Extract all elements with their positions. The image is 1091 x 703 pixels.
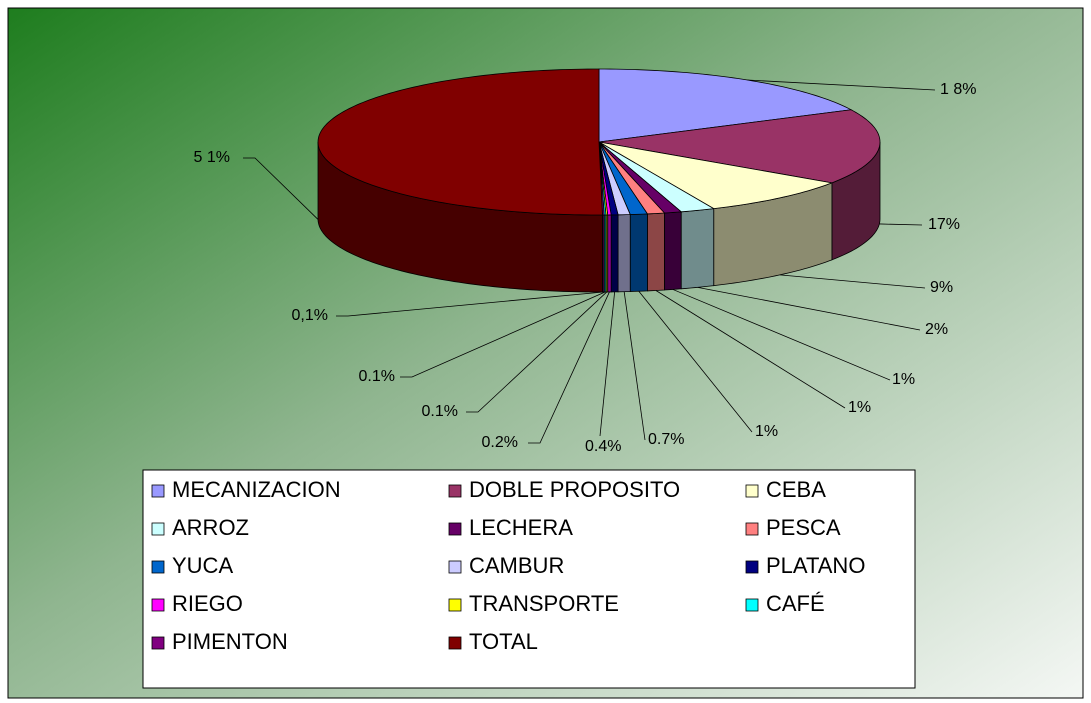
legend-label: LECHERA [469, 515, 573, 540]
legend-swatch [448, 598, 462, 612]
value-label: 0.4% [585, 438, 621, 455]
leader-line [655, 290, 846, 409]
value-label: 0,1% [292, 307, 328, 324]
value-label: 2% [925, 321, 948, 338]
slice-side [629, 213, 648, 292]
leader-line [879, 223, 923, 226]
value-label: 0.1% [422, 403, 458, 420]
value-label: 0.7% [648, 431, 684, 448]
value-label: 0.1% [359, 368, 395, 385]
value-label: 0.2% [482, 434, 518, 451]
leader-line [528, 291, 610, 444]
legend-label: PLATANO [766, 553, 865, 578]
legend-swatch [448, 560, 462, 574]
legend-swatch [745, 598, 759, 612]
slice [317, 68, 603, 216]
legend-swatch [151, 598, 165, 612]
legend-swatch [151, 636, 165, 650]
legend-swatch [745, 484, 759, 498]
slice-side [607, 214, 612, 293]
slice-side [617, 214, 631, 293]
leader-line [697, 286, 921, 331]
legend-label: PESCA [766, 515, 841, 540]
legend-swatch [448, 636, 462, 650]
legend-swatch [745, 560, 759, 574]
leader-line [779, 274, 926, 289]
leader-line [638, 291, 753, 433]
legend-label: ARROZ [172, 515, 249, 540]
legend-swatch [448, 522, 462, 536]
leader-line [672, 289, 891, 381]
legend-label: TOTAL [469, 629, 538, 654]
leader-line [336, 291, 604, 317]
slice-side [610, 214, 619, 293]
legend-label: CAFÉ [766, 591, 825, 616]
legend-swatch [448, 484, 462, 498]
value-label: 9% [930, 279, 953, 296]
legend-label: PIMENTON [172, 629, 288, 654]
value-label: 1% [848, 399, 871, 416]
legend-label: MECANIZACION [172, 477, 341, 502]
legend-label: TRANSPORTE [469, 591, 619, 616]
legend-label: CAMBUR [469, 553, 564, 578]
leader-line [623, 291, 646, 441]
value-label: 17% [928, 216, 960, 233]
legend-label: RIEGO [172, 591, 243, 616]
legend-swatch [151, 560, 165, 574]
slice-side [647, 212, 665, 292]
legend-label: CEBA [766, 477, 826, 502]
slice-side [680, 208, 715, 290]
legend-label: DOBLE PROPOSITO [469, 477, 680, 502]
leader-line [747, 79, 936, 91]
slice [598, 141, 715, 213]
legend-swatch [151, 522, 165, 536]
slice [598, 109, 881, 184]
leader-line [243, 157, 319, 220]
value-label: 1% [892, 371, 915, 388]
value-label: 1 8% [940, 81, 976, 98]
leader-line [466, 291, 608, 413]
slice-side [664, 211, 682, 291]
slice [598, 141, 834, 210]
value-label: 1% [755, 423, 778, 440]
leader-line [599, 291, 616, 437]
legend [142, 469, 916, 689]
legend-label: YUCA [172, 553, 233, 578]
leader-line [400, 291, 606, 378]
legend-swatch [151, 484, 165, 498]
legend-swatch [745, 522, 759, 536]
value-label: 5 1% [194, 149, 230, 166]
